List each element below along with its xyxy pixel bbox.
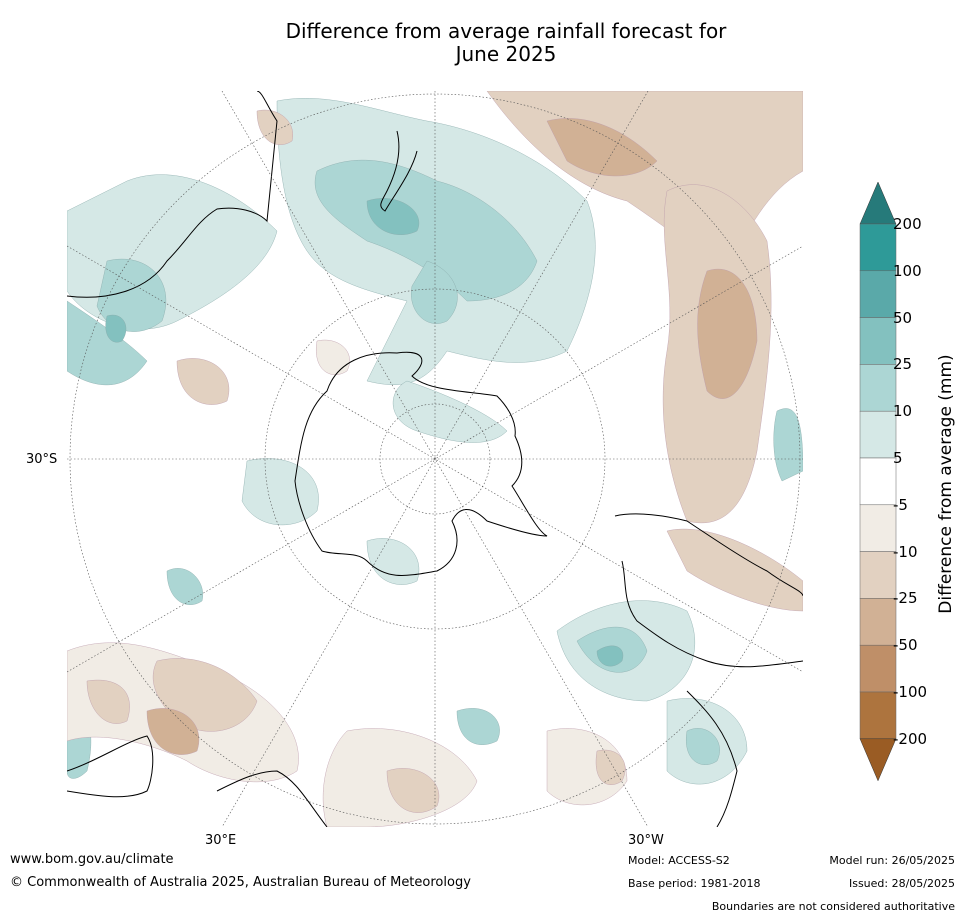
coastlines <box>67 91 803 827</box>
colorbar-segment <box>859 364 897 412</box>
colorbar-tick-label: 10 <box>893 402 913 421</box>
colorbar-segment <box>859 317 897 365</box>
colorbar-segment <box>859 598 897 646</box>
colorbar-segment <box>859 504 897 552</box>
colorbar <box>859 181 897 782</box>
dry-anomaly-regions <box>67 91 803 827</box>
colorbar-extend-max <box>859 181 897 225</box>
colorbar-segment <box>859 223 897 272</box>
graticule <box>67 91 803 827</box>
colorbar-segment <box>859 691 897 740</box>
colorbar-tick-label: -25 <box>893 589 918 608</box>
polar-map <box>67 91 803 827</box>
model-info: Model: ACCESS-S2 <box>628 854 730 867</box>
boundaries-note: Boundaries are not considered authoritat… <box>711 900 955 913</box>
title-line-2: June 2025 <box>455 42 557 66</box>
colorbar-extend-min <box>859 738 897 782</box>
base-period: Base period: 1981-2018 <box>628 877 761 890</box>
colorbar-tick-label: 100 <box>893 261 922 280</box>
lat-label-30s: 30°S <box>26 452 58 467</box>
chart-title: Difference from average rainfall forecas… <box>250 20 762 66</box>
colorbar-tick-label: -50 <box>893 636 918 655</box>
colorbar-tick-label: 25 <box>893 355 913 374</box>
colorbar-tick-label: -10 <box>893 542 918 561</box>
colorbar-segment <box>859 457 897 506</box>
colorbar-tick-label: 5 <box>893 449 903 467</box>
colorbar-tick-label: -5 <box>893 495 908 514</box>
colorbar-segments <box>859 181 897 782</box>
colorbar-tick-label: 200 <box>893 215 922 233</box>
lon-label-30w: 30°W <box>628 833 664 848</box>
copyright-notice: © Commonwealth of Australia 2025, Austra… <box>10 875 471 890</box>
colorbar-segment <box>859 270 897 318</box>
title-line-1: Difference from average rainfall forecas… <box>285 19 727 43</box>
colorbar-title: Difference from average (mm) <box>936 354 956 614</box>
lon-label-30e: 30°E <box>205 833 237 848</box>
colorbar-tick-label: -100 <box>893 683 928 701</box>
colorbar-segment <box>859 644 897 693</box>
colorbar-tick-label: 50 <box>893 308 913 327</box>
colorbar-segment <box>859 410 897 459</box>
model-run-date: Model run: 26/05/2025 <box>829 854 955 867</box>
website-link[interactable]: www.bom.gov.au/climate <box>10 852 174 867</box>
issued-date: Issued: 28/05/2025 <box>848 877 955 890</box>
colorbar-segment <box>859 551 897 599</box>
map-svg <box>67 91 803 827</box>
colorbar-tick-label: -200 <box>893 729 928 748</box>
